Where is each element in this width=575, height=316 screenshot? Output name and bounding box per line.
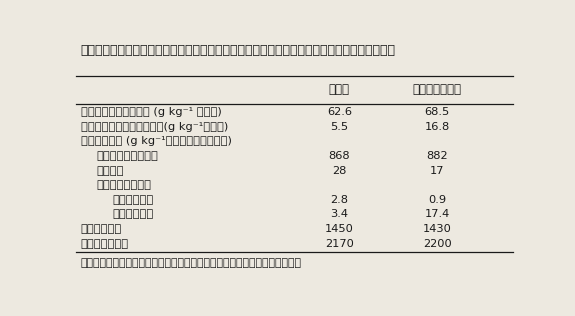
- Text: 重量平均分子量: 重量平均分子量: [81, 239, 129, 248]
- Text: 1430: 1430: [423, 224, 452, 234]
- Text: 3.4: 3.4: [330, 209, 348, 219]
- Text: 可溶性リグニンは９０％ジオキサンで抽出し，酢酸，エーテルなどで精製．: 可溶性リグニンは９０％ジオキサンで抽出し，酢酸，エーテルなどで精製．: [81, 258, 302, 268]
- Text: 882: 882: [427, 151, 448, 161]
- Text: エステル結合: エステル結合: [112, 195, 153, 205]
- Text: ワラのリグニン含有率 (g kg⁻¹ 麦ワラ): ワラのリグニン含有率 (g kg⁻¹ 麦ワラ): [81, 107, 221, 117]
- Text: 化学成分組成 (g kg⁻¹可溶性リグニン画分): 化学成分組成 (g kg⁻¹可溶性リグニン画分): [81, 136, 232, 146]
- Text: 68.5: 68.5: [425, 107, 450, 117]
- Text: 62.6: 62.6: [327, 107, 352, 117]
- Text: 17: 17: [430, 166, 444, 175]
- Text: 17.4: 17.4: [425, 209, 450, 219]
- Text: エーテル結合: エーテル結合: [112, 209, 153, 219]
- Text: 868: 868: [328, 151, 350, 161]
- Text: 1450: 1450: [325, 224, 354, 234]
- Text: 未処理: 未処理: [329, 83, 350, 96]
- Text: クラーソンリグニン: クラーソンリグニン: [97, 151, 158, 161]
- Text: 5.5: 5.5: [330, 122, 348, 132]
- Text: 2.8: 2.8: [330, 195, 348, 205]
- Text: フェルラ酸含有率: フェルラ酸含有率: [97, 180, 151, 190]
- Text: 可溶性リグニン画分の収量(g kg⁻¹麦ワラ): 可溶性リグニン画分の収量(g kg⁻¹麦ワラ): [81, 122, 228, 132]
- Text: 表１．アンモニア処理および未処理麦ワラから抽出した可溶性リグニン画分の収量とその性状: 表１．アンモニア処理および未処理麦ワラから抽出した可溶性リグニン画分の収量とその…: [81, 44, 396, 57]
- Text: 2170: 2170: [325, 239, 354, 248]
- Text: 2200: 2200: [423, 239, 452, 248]
- Text: アンモニア処理: アンモニア処理: [413, 83, 462, 96]
- Text: 数平均分子量: 数平均分子量: [81, 224, 122, 234]
- Text: 28: 28: [332, 166, 346, 175]
- Text: 16.8: 16.8: [425, 122, 450, 132]
- Text: 0.9: 0.9: [428, 195, 446, 205]
- Text: 炭水化物: 炭水化物: [97, 166, 124, 175]
